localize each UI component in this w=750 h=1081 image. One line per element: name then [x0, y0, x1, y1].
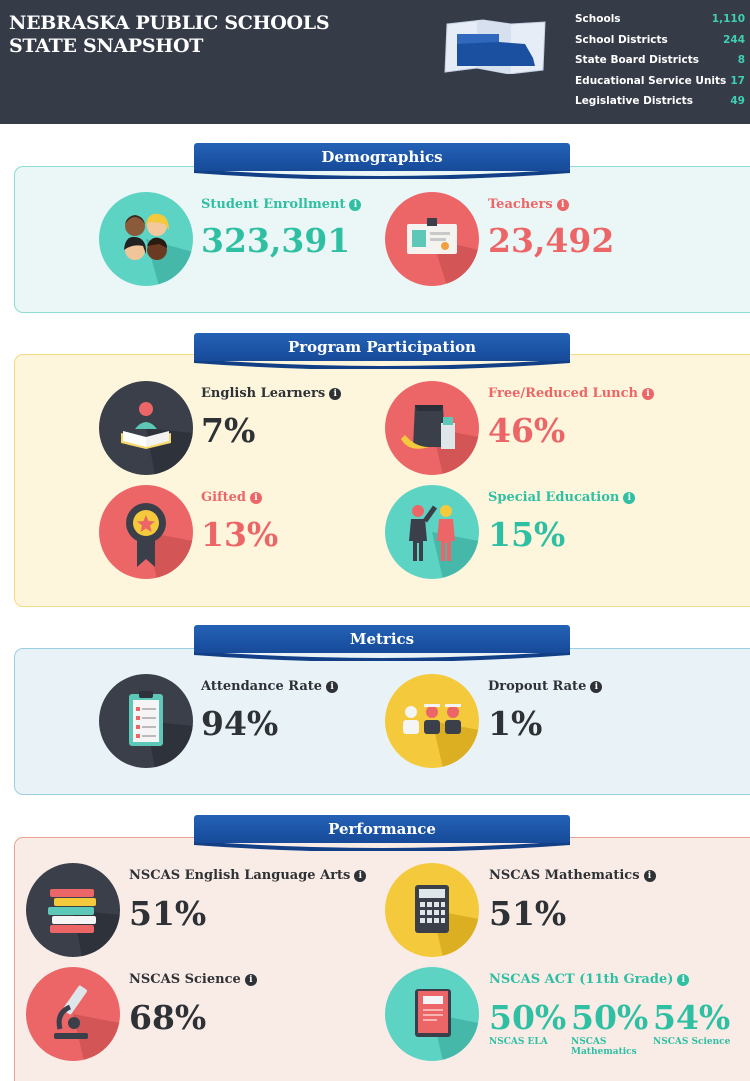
- info-icon[interactable]: i: [677, 974, 690, 986]
- info-icon[interactable]: i: [556, 199, 569, 211]
- stat-legislative-districts: Legislative Districts 49: [575, 95, 745, 116]
- act-ela-label: NSCAS ELA: [489, 1037, 548, 1047]
- id-badge-icon: [385, 192, 479, 286]
- nscas-ela-value: 51%: [129, 894, 207, 933]
- stat-state-board-districts: State Board Districts 8: [575, 54, 745, 75]
- enrollment-value: 323,391: [201, 221, 351, 260]
- stat-label: Educational Service Units: [575, 74, 727, 87]
- nscas-mathematics-label: NSCAS Mathematics i: [489, 868, 656, 883]
- metrics-ribbon: Metrics: [190, 625, 574, 663]
- info-icon[interactable]: i: [623, 492, 636, 504]
- nscas-science-value: 68%: [129, 998, 207, 1037]
- nscas-mathematics-value: 51%: [489, 894, 567, 933]
- info-icon[interactable]: i: [329, 388, 342, 400]
- nscas-science-label: NSCAS Science i: [129, 972, 257, 987]
- act-science-value: 54%: [653, 998, 731, 1037]
- info-icon[interactable]: i: [349, 199, 362, 211]
- award-icon: [99, 485, 193, 579]
- teachers-label: Teachers i: [488, 197, 569, 212]
- stat-value: 244: [723, 33, 745, 46]
- calculator-icon: [385, 863, 479, 957]
- microscope-icon: [26, 967, 120, 1061]
- stat-label: School Districts: [575, 33, 668, 46]
- performance-panel: [14, 837, 750, 1081]
- act-science-label: NSCAS Science: [653, 1037, 731, 1047]
- info-icon[interactable]: i: [641, 388, 654, 400]
- info-icon[interactable]: i: [244, 974, 257, 986]
- program-participation-ribbon: Program Participation: [190, 333, 574, 371]
- english-learners-value: 7%: [201, 411, 256, 450]
- enrollment-label: Student Enrollment i: [201, 197, 362, 212]
- nscas-act-label: NSCAS ACT (11th Grade) i: [489, 972, 690, 987]
- dropout-rate-value: 1%: [488, 704, 543, 743]
- act-ela-value: 50%: [489, 998, 567, 1037]
- performance-ribbon: Performance: [190, 815, 574, 853]
- stat-school-districts: School Districts 244: [575, 34, 745, 55]
- clipboard-icon: [99, 674, 193, 768]
- stat-label: Schools: [575, 13, 621, 25]
- stat-value: 1,110: [711, 13, 745, 25]
- nscas-ela-label: NSCAS English Language Arts i: [129, 868, 367, 883]
- act-math-label: NSCAS Mathematics: [571, 1037, 637, 1057]
- info-icon[interactable]: i: [250, 492, 262, 504]
- info-icon[interactable]: i: [354, 870, 367, 882]
- act-book-icon: [385, 967, 479, 1061]
- section-title: Metrics: [349, 630, 415, 648]
- act-math-value: 50%: [571, 998, 649, 1037]
- free-reduced-lunch-value: 46%: [488, 411, 566, 450]
- stat-value: 17: [730, 74, 745, 87]
- header-stats: Schools 1,110 School Districts 244 State…: [575, 13, 745, 116]
- section-title: Program Participation: [287, 338, 477, 356]
- special-education-label: Special Education i: [488, 490, 636, 505]
- people-icon: [385, 485, 479, 579]
- free-reduced-lunch-label: Free/Reduced Lunch i: [488, 386, 654, 401]
- dropout-rate-label: Dropout Rate i: [488, 679, 603, 694]
- teachers-value: 23,492: [488, 221, 615, 260]
- stat-value: 49: [730, 95, 745, 107]
- gifted-label: Gifted i: [201, 490, 262, 505]
- nebraska-map-icon: [444, 19, 546, 74]
- demographics-ribbon: Demographics: [190, 143, 574, 181]
- header: NEBRASKA PUBLIC SCHOOLS STATE SNAPSHOT S…: [0, 0, 750, 124]
- info-icon[interactable]: i: [590, 681, 603, 693]
- stat-label: State Board Districts: [575, 54, 699, 66]
- attendance-rate-value: 94%: [201, 704, 279, 743]
- students-icon: [99, 192, 193, 286]
- stat-label: Legislative Districts: [575, 95, 693, 107]
- special-education-value: 15%: [488, 515, 566, 554]
- info-icon[interactable]: i: [326, 681, 339, 693]
- stat-schools: Schools 1,110: [575, 13, 745, 34]
- page-title: NEBRASKA PUBLIC SCHOOLS STATE SNAPSHOT: [9, 12, 330, 57]
- section-title: Performance: [328, 820, 436, 838]
- gifted-value: 13%: [201, 515, 279, 554]
- stat-value: 8: [737, 54, 745, 66]
- section-title: Demographics: [321, 148, 443, 166]
- reader-icon: [99, 381, 193, 475]
- books-icon: [26, 863, 120, 957]
- lunch-icon: [385, 381, 479, 475]
- info-icon[interactable]: i: [643, 870, 656, 882]
- english-learners-label: English Learners i: [201, 386, 342, 401]
- stat-educational-service-units: Educational Service Units 17: [575, 75, 745, 96]
- graduates-icon: [385, 674, 479, 768]
- attendance-rate-label: Attendance Rate i: [201, 679, 339, 694]
